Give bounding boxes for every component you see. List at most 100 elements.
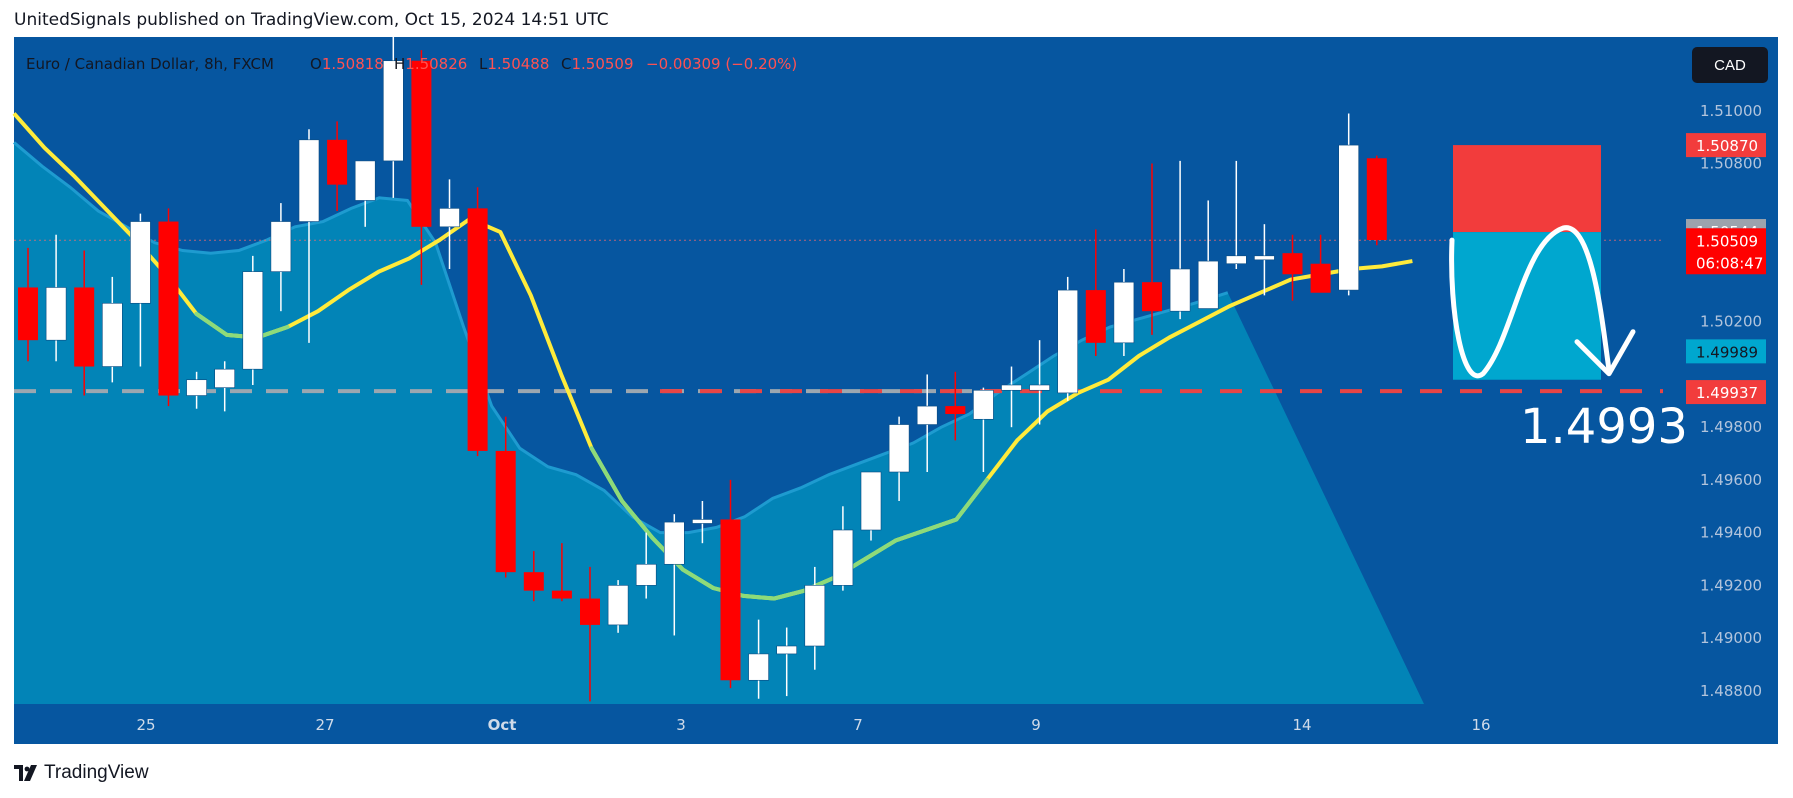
time-tick-label: 3 [676, 716, 686, 734]
price-tick-label: 1.49600 [1700, 471, 1762, 489]
high-value: 1.50826 [405, 55, 467, 73]
current-price-tag [1686, 228, 1766, 275]
open-label: O [310, 55, 322, 73]
candle[interactable] [635, 532, 657, 599]
candle[interactable] [776, 627, 798, 697]
candle[interactable] [130, 213, 151, 367]
candle[interactable] [18, 247, 38, 362]
stop-price-label: 1.50870 [1696, 137, 1758, 155]
publisher-header: UnitedSignals published on TradingView.c… [14, 10, 609, 30]
time-tick-label: Oct [488, 716, 517, 734]
candle[interactable] [1085, 229, 1106, 356]
currency-button[interactable]: CAD [1692, 47, 1768, 83]
time-tick-label: 14 [1292, 716, 1311, 734]
candle-body [776, 645, 798, 655]
candle[interactable] [607, 580, 629, 633]
svg-text:L1.50488: L1.50488 [479, 55, 549, 73]
time-tick-label: 9 [1031, 716, 1041, 734]
candle[interactable] [1366, 155, 1387, 246]
candle[interactable] [214, 361, 235, 412]
candle[interactable] [411, 50, 432, 285]
candle[interactable] [1142, 163, 1162, 335]
candle[interactable] [186, 371, 207, 409]
candle[interactable] [1057, 276, 1078, 401]
candle[interactable] [1254, 224, 1275, 296]
candle[interactable] [1338, 113, 1359, 296]
candle[interactable] [74, 250, 95, 396]
candle[interactable] [1226, 160, 1247, 269]
candle[interactable] [102, 276, 123, 383]
candle-body [1001, 384, 1022, 391]
svg-text:C1.50509: C1.50509 [561, 55, 634, 73]
band-top-line [13, 141, 1229, 535]
ema-low-segment [589, 446, 624, 503]
candle[interactable] [1197, 200, 1219, 309]
candle[interactable] [382, 18, 404, 198]
candle[interactable] [1310, 234, 1331, 293]
candle[interactable] [832, 506, 854, 591]
candle-body [523, 572, 544, 591]
candle[interactable] [327, 121, 348, 211]
price-tick-label: 1.49200 [1700, 576, 1762, 594]
candle[interactable] [270, 203, 292, 312]
change-value: −0.00309 (−0.20%) [646, 55, 797, 73]
candle[interactable] [439, 179, 460, 269]
ema-low-segment [893, 528, 928, 543]
candle[interactable] [242, 255, 264, 385]
candle-body [1310, 263, 1331, 293]
candle-body [916, 405, 938, 425]
take-profit-zone[interactable] [1453, 232, 1601, 380]
price-tick-label: 1.49400 [1700, 524, 1762, 542]
candle-body [214, 368, 235, 388]
candle[interactable] [692, 501, 713, 544]
candle[interactable] [158, 208, 179, 407]
candle[interactable] [495, 416, 516, 578]
candle[interactable] [523, 551, 544, 602]
candle[interactable] [916, 374, 938, 472]
candle[interactable] [888, 416, 910, 501]
ema-low-segment [954, 477, 989, 522]
low-value: 1.50488 [487, 55, 549, 73]
candle[interactable] [298, 129, 320, 343]
candle[interactable] [748, 619, 769, 699]
candle[interactable] [45, 234, 67, 362]
candle-body [354, 160, 376, 201]
candle[interactable] [354, 160, 376, 227]
candle-body [186, 379, 207, 396]
candle[interactable] [1282, 234, 1303, 301]
symbol-name: Euro / Canadian Dollar, 8h, FXCM [26, 55, 274, 73]
candle-body [130, 221, 151, 304]
candle[interactable] [804, 566, 826, 670]
candle[interactable] [973, 387, 994, 472]
candle-body [748, 653, 769, 681]
candle[interactable] [1001, 366, 1022, 428]
candle[interactable] [860, 471, 882, 541]
candle[interactable] [720, 479, 741, 689]
candle-body [382, 60, 404, 162]
time-axis[interactable] [14, 704, 1778, 744]
ema-low-segment [863, 538, 898, 561]
low-label: L [479, 55, 488, 73]
candle[interactable] [467, 187, 488, 457]
candle-body [1142, 282, 1162, 312]
target-price-tag [1686, 380, 1766, 405]
candle[interactable] [945, 371, 966, 441]
tradingview-brand: TradingView [44, 762, 149, 783]
candle-body [495, 450, 516, 573]
target-price-label: 1.49937 [1696, 384, 1758, 402]
candle-body [1226, 255, 1247, 265]
ema-low-segment [620, 499, 655, 540]
candle[interactable] [580, 566, 600, 702]
candle[interactable] [551, 543, 572, 602]
candle[interactable] [1113, 269, 1135, 356]
time-tick-label: 27 [315, 716, 334, 734]
candle-body [888, 424, 910, 473]
candle[interactable] [663, 514, 685, 636]
candle-body [298, 139, 320, 222]
stop-loss-zone[interactable] [1453, 145, 1601, 233]
candle[interactable] [1029, 340, 1050, 425]
ema-low-segment [924, 517, 959, 532]
bar-countdown-label: 06:08:47 [1696, 254, 1763, 272]
candle[interactable] [1169, 160, 1191, 320]
